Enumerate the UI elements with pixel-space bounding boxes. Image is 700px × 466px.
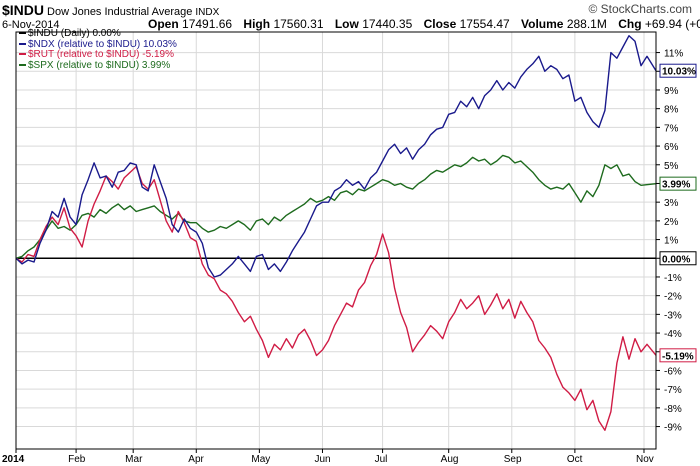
y-tick-label: -1% [664,273,682,284]
y-tick-label: 2% [664,217,679,228]
chart-legend: $INDU (Daily) 0.00% $NDX (relative to $I… [19,28,177,72]
plot-frame [15,31,657,450]
y-tick-label: 5% [664,161,679,172]
close-label: Close [423,17,457,31]
y-tick-label: -8% [664,404,682,415]
y-tick-label: 8% [664,105,679,116]
open-label: Open [148,17,179,31]
end-label-rut: -5.19% [659,348,697,363]
end-label-box [659,348,697,363]
y-tick-label: -6% [664,366,682,377]
y-tick-label: 6% [664,142,679,153]
y-tick-label: -2% [664,292,682,303]
x-tick-label: Apr [188,454,204,465]
end-label-text: 0.00% [662,254,690,265]
close-value: 17554.47 [459,17,510,31]
x-tick-label: Nov [636,454,654,465]
end-value-labels: 10.03% 0.00% 3.99% -5.19% [659,63,697,363]
brand-watermark: © StockCharts.com [588,2,692,16]
legend-swatch [19,63,26,66]
volume-label: Volume [521,17,564,31]
chg-value: +69.94 (+0.40%) [644,17,700,31]
legend-item-spx: $SPX (relative to $INDU) 3.99% [19,60,177,72]
end-label-box [659,251,697,266]
y-tick-label: 11% [664,49,683,60]
series-line-ndx [15,35,657,278]
end-label-text: -5.19% [662,351,694,362]
open-value: 17491.66 [182,17,233,31]
y-tick-label: -7% [664,385,682,396]
index-name: Dow Jones Industrial Average [47,6,193,18]
ohlc-bar: Open 17491.66 High 17560.31 Low 17440.35… [148,17,700,31]
legend-item-ndx: $NDX (relative to $INDU) 10.03% [19,39,177,51]
y-tick-label: 1% [664,236,679,247]
legend-item-rut: $RUT (relative to $INDU) -5.19% [19,49,177,61]
y-tick-label: -3% [664,310,682,321]
y-tick-label: 9% [664,86,679,97]
x-tick-label: Mar [125,454,143,465]
high-label: High [243,17,271,31]
x-tick-label: 2014 [2,454,25,465]
chart-header: $INDU Dow Jones Industrial Average INDX [2,2,219,18]
legend-swatch [19,53,26,56]
y-tick-label: -9% [664,423,682,434]
chart-grid [15,32,656,449]
volume-value: 288.1M [566,17,607,31]
y-tick-label: 3% [664,198,679,209]
x-tick-label: Jul [375,454,388,465]
x-axis: 2014 Feb Mar Apr May Jun Jul Aug Sep Oct Nov [2,449,654,465]
y-tick-label: -4% [664,329,682,340]
series-lines [15,35,657,431]
exchange: INDX [195,7,220,18]
y-tick-label: 7% [664,123,679,134]
legend-item-indu: $INDU (Daily) 0.00% [19,28,177,40]
x-tick-label: Oct [567,454,583,465]
end-label-text: 3.99% [662,180,690,191]
end-label-spx: 3.99% [659,176,697,191]
legend-swatch [19,42,26,45]
low-value: 17440.35 [362,17,413,31]
end-label-indu: 0.00% [659,251,697,266]
end-label-ndx: 10.03% [659,63,697,78]
y-axis: 11%10%9%8%7%6%5%4%3%2%1%-1%-2%-3%-4%-5%-… [656,49,684,434]
end-label-box [659,176,697,191]
x-tick-label: Aug [441,454,459,465]
end-label-text: 10.03% [662,67,696,78]
chg-label: Chg [618,17,642,31]
x-tick-label: Feb [68,454,86,465]
low-label: Low [334,17,359,31]
end-label-box [659,63,697,78]
quote-date: 6-Nov-2014 [2,19,60,31]
legend-swatch [19,32,26,35]
x-tick-label: May [251,454,270,465]
series-line-rut [15,165,657,431]
symbol: $INDU [2,2,45,18]
x-tick-label: Sep [504,454,522,465]
x-tick-label: Jun [314,454,330,465]
high-value: 17560.31 [273,17,324,31]
series-line-spx [15,154,657,259]
